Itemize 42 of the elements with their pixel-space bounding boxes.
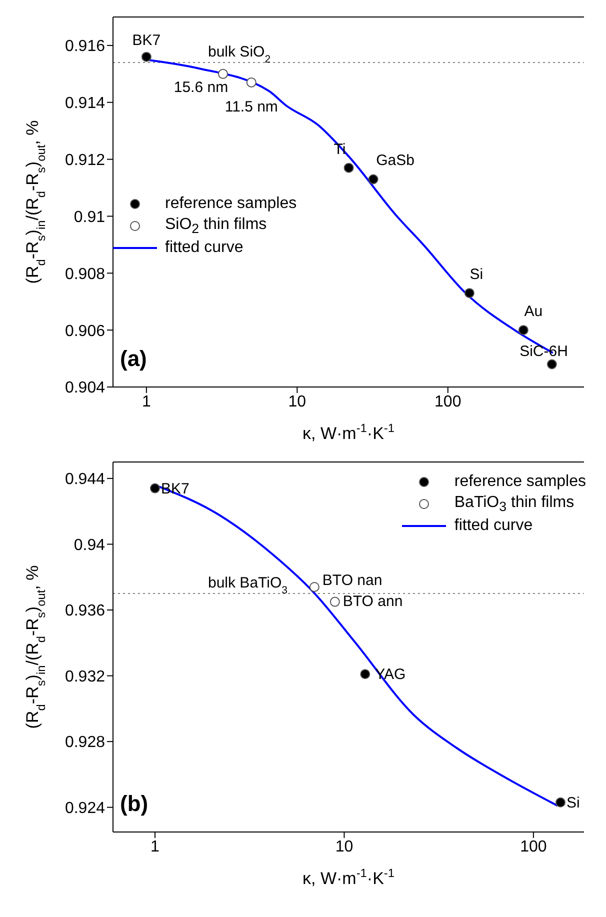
legend-label: BaTiO$_{3}$ thin films xyxy=(454,494,574,514)
annotation: BK7 xyxy=(160,480,190,498)
y-tick-label: 0.912 xyxy=(64,152,106,169)
annotation: 15.6 nm xyxy=(174,78,228,96)
annotation: BTO ann xyxy=(342,592,403,610)
annotation: Si xyxy=(470,266,484,284)
x-tick-label: 1 xyxy=(150,838,160,856)
y-tick-label: 0.916 xyxy=(64,38,106,56)
y-tick-label: 0.908 xyxy=(64,266,106,283)
annotation: Si xyxy=(566,794,580,812)
ref-line-label: bulk BaTiO$_{3}$ xyxy=(208,574,288,597)
y-tick-label: 0.924 xyxy=(64,800,106,818)
y-tick-label: 0.91 xyxy=(74,208,106,226)
y-tick-label: 0.928 xyxy=(64,734,106,752)
annotation: SiC-6H xyxy=(520,343,568,360)
ref-line-label: bulk SiO$_{2}$ xyxy=(208,44,271,66)
x-tick-label: 10 xyxy=(335,838,354,856)
x-axis-title: κ, W·m$^{-1}$·K$^{-1}$ xyxy=(302,866,395,888)
y-tick-label: 0.936 xyxy=(64,602,106,620)
legend-label: fitted curve xyxy=(454,517,533,535)
annotation: BK7 xyxy=(132,32,161,49)
x-axis-title: κ, W·m$^{-1}$·K$^{-1}$ xyxy=(302,421,395,443)
legend-label: fitted curve xyxy=(165,239,244,257)
y-tick-label: 0.944 xyxy=(64,471,106,488)
x-tick-label: 1 xyxy=(142,393,151,410)
annotation: (b) xyxy=(120,791,148,817)
y-tick-label: 0.904 xyxy=(64,380,106,397)
legend-label: SiO$_{2}$ thin films xyxy=(165,216,267,236)
annotation: BTO nan xyxy=(322,572,382,589)
y-tick-label: 0.932 xyxy=(64,668,106,686)
annotation: GaSb xyxy=(376,152,414,170)
annotation: 11.5 nm xyxy=(224,98,278,116)
y-tick-label: 0.914 xyxy=(64,95,106,112)
x-tick-label: 100 xyxy=(520,838,547,856)
annotation: (a) xyxy=(120,346,147,372)
y-tick-label: 0.906 xyxy=(64,322,106,340)
y-tick-label: 0.94 xyxy=(74,536,106,554)
legend-label: reference samples xyxy=(165,195,297,213)
legend-label: reference samples xyxy=(454,473,586,491)
x-tick-label: 10 xyxy=(288,393,306,410)
x-tick-label: 100 xyxy=(434,393,462,410)
annotation: Au xyxy=(524,303,543,320)
